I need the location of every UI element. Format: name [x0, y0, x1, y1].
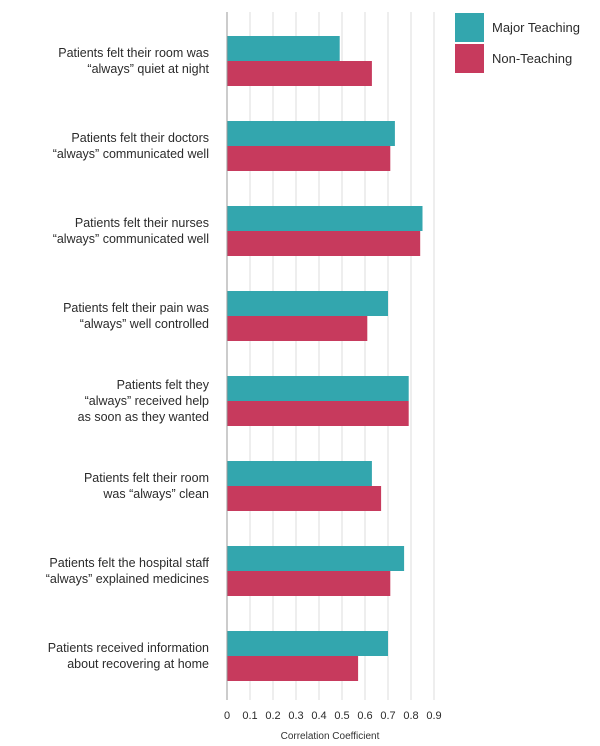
bar-non-teaching [227, 61, 372, 86]
bar-major-teaching [227, 546, 405, 571]
gridlines [249, 12, 435, 700]
x-tick-label: 0.8 [403, 710, 418, 722]
category-label: Patients felt their room was “always” cle… [84, 471, 209, 501]
category-label: Patients felt the hospital staff “always”… [46, 556, 210, 586]
x-tick-label: 0.5 [334, 710, 349, 722]
bar-major-teaching [227, 631, 388, 656]
x-tick-label: 0.6 [357, 710, 372, 722]
bar-non-teaching [227, 146, 391, 171]
x-tick-label: 0.2 [265, 710, 280, 722]
bar-non-teaching [227, 316, 368, 341]
category-label: Patients felt their nurses “always” commu… [53, 216, 209, 246]
legend-swatch [455, 44, 484, 73]
category-label: Patients felt they “always” received help… [78, 378, 210, 424]
category-label: Patients felt their room was “always” qui… [58, 46, 209, 76]
bar-non-teaching [227, 656, 359, 681]
bar-non-teaching [227, 571, 391, 596]
bar-non-teaching [227, 486, 382, 511]
category-label: Patients felt their doctors “always” comm… [53, 131, 209, 161]
category-label: Patients felt their pain was “always” wel… [63, 301, 209, 331]
x-tick-label: 0.4 [311, 710, 326, 722]
x-tick-label: 0.1 [242, 710, 257, 722]
category-labels: Patients felt their room was “always” qui… [46, 46, 210, 671]
legend: Major Teaching Non-Teaching [455, 13, 580, 73]
x-tick-labels: 0 0.1 0.2 0.3 0.4 0.5 0.6 0.7 0.8 0.9 [224, 710, 442, 722]
bar-major-teaching [227, 376, 409, 401]
category-label: Patients received information about recov… [48, 641, 209, 671]
x-tick-label: 0.7 [380, 710, 395, 722]
bar-non-teaching [227, 401, 409, 426]
bars [227, 36, 423, 681]
x-tick-label: 0.9 [426, 710, 441, 722]
bar-non-teaching [227, 231, 421, 256]
bar-major-teaching [227, 291, 388, 316]
legend-swatch [455, 13, 484, 42]
legend-label: Major Teaching [492, 20, 580, 35]
bar-major-teaching [227, 36, 340, 61]
bar-major-teaching [227, 461, 372, 486]
bar-major-teaching [227, 206, 423, 231]
x-tick-label: 0 [224, 710, 230, 722]
legend-label: Non-Teaching [492, 51, 572, 66]
bar-major-teaching [227, 121, 395, 146]
x-axis-title: Correlation Coefficient [281, 731, 380, 741]
x-tick-label: 0.3 [288, 710, 303, 722]
